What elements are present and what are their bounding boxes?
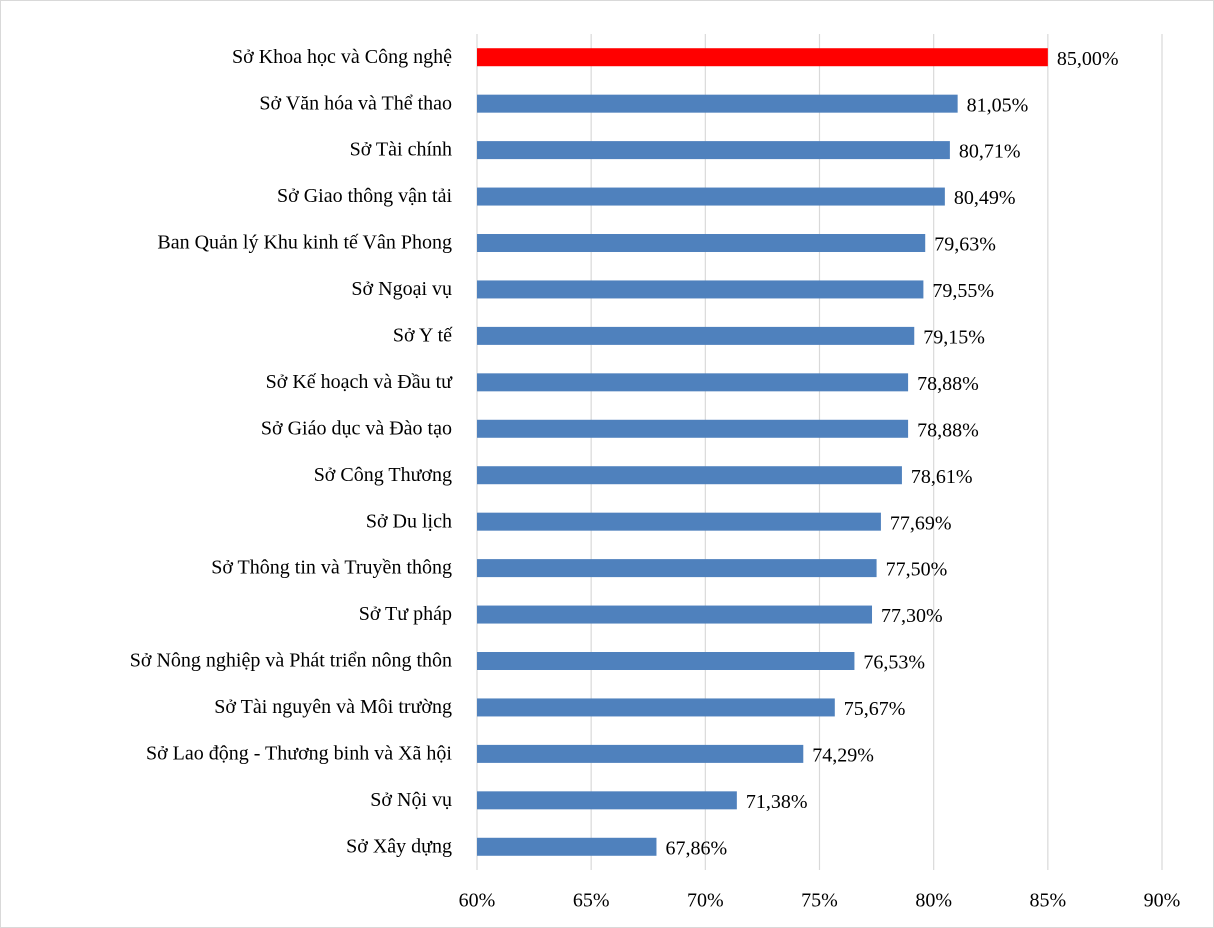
value-label: 78,88%: [917, 373, 979, 395]
value-label: 79,55%: [932, 280, 994, 302]
bar: [477, 280, 924, 299]
bar: [477, 837, 657, 856]
bar: [477, 466, 902, 485]
bar: [477, 698, 835, 717]
value-label: 75,67%: [844, 698, 906, 720]
value-label: 77,50%: [886, 559, 948, 581]
bar: [477, 373, 909, 392]
y-tick-label: Sở Tư pháp: [359, 603, 452, 625]
value-label: 80,71%: [959, 141, 1021, 163]
y-tick-label: Sở Công Thương: [314, 464, 452, 486]
value-label: 76,53%: [863, 652, 925, 674]
y-tick-label: Sở Ngoại vụ: [351, 278, 452, 300]
bar: [477, 141, 950, 160]
y-tick-label: Sở Văn hóa và Thể thao: [259, 92, 452, 114]
y-tick-label: Sở Du lịch: [366, 510, 452, 532]
y-tick-label: Sở Nội vụ: [370, 789, 452, 811]
x-tick-label: 90%: [1144, 890, 1181, 912]
bar: [477, 744, 804, 763]
bar: [477, 187, 945, 206]
x-tick-label: 70%: [687, 890, 724, 912]
x-tick-label: 65%: [573, 890, 610, 912]
x-tick-label: 75%: [801, 890, 838, 912]
value-label: 85,00%: [1057, 48, 1119, 70]
value-label: 78,88%: [917, 419, 979, 441]
x-tick-label: 80%: [915, 890, 952, 912]
y-tick-label: Sở Xây dựng: [346, 835, 452, 857]
value-label: 77,30%: [881, 605, 943, 627]
y-tick-label: Sở Kế hoạch và Đầu tư: [266, 371, 454, 393]
y-tick-label: Sở Y tế: [393, 324, 453, 346]
bar: [477, 512, 881, 531]
value-label: 80,49%: [954, 187, 1016, 209]
bar: [477, 605, 873, 624]
value-label: 67,86%: [665, 837, 727, 859]
value-label: 74,29%: [812, 744, 874, 766]
x-tick-label: 60%: [459, 890, 496, 912]
y-tick-label: Sở Khoa học và Công nghệ: [232, 46, 452, 68]
bar: [477, 419, 909, 438]
value-label: 78,61%: [911, 466, 973, 488]
bar: [477, 234, 926, 252]
y-tick-label: Sở Giáo dục và Đào tạo: [261, 417, 452, 439]
value-label: 71,38%: [746, 791, 808, 813]
y-tick-label: Sở Thông tin và Truyền thông: [211, 557, 452, 579]
bar: [477, 94, 958, 113]
value-label: 81,05%: [967, 94, 1029, 116]
y-tick-label: Sở Tài nguyên và Môi trường: [214, 696, 452, 718]
bar: [477, 48, 1048, 67]
value-label: 79,63%: [934, 234, 996, 256]
bar: [477, 559, 877, 578]
value-label: 77,69%: [890, 512, 952, 534]
y-tick-label: Sở Nông nghiệp và Phát triển nông thôn: [130, 650, 452, 672]
y-tick-label: Sở Giao thông vận tải: [277, 185, 452, 207]
bar: [477, 326, 915, 345]
value-label: 79,15%: [923, 326, 985, 348]
y-tick-label: Sở Tài chính: [350, 139, 452, 161]
bar: [477, 652, 855, 670]
x-tick-label: 85%: [1029, 890, 1066, 912]
y-tick-label: Ban Quản lý Khu kinh tế Vân Phong: [157, 232, 452, 254]
y-tick-label: Sở Lao động - Thương binh và Xã hội: [146, 742, 452, 764]
bar: [477, 791, 737, 810]
